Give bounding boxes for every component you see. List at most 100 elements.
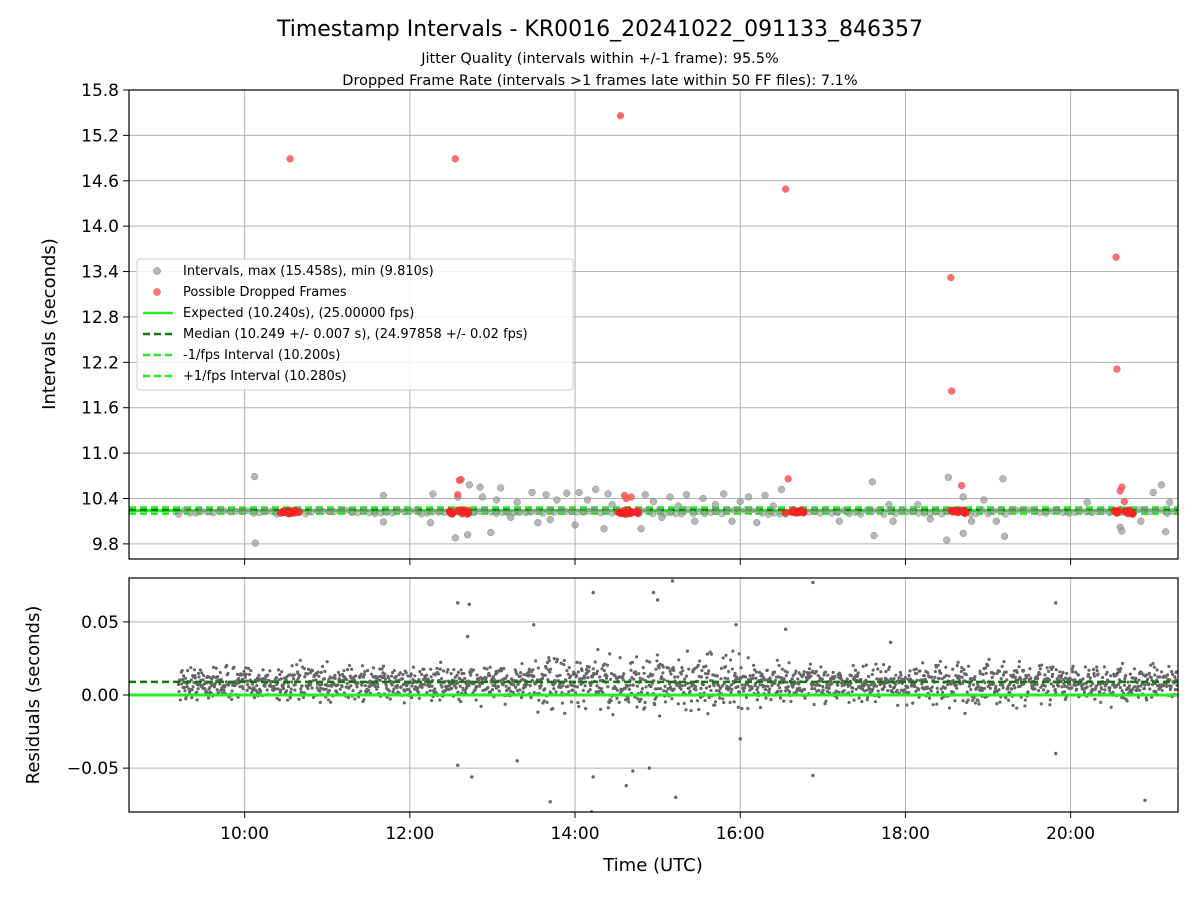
- residual-point: [1036, 689, 1041, 693]
- interval-point: [840, 506, 847, 514]
- residual-point: [347, 686, 351, 690]
- residual-point: [299, 690, 303, 694]
- dropped-frame-point: [784, 475, 792, 483]
- residual-point: [323, 669, 327, 673]
- residual-point: [956, 660, 960, 664]
- residual-point: [1060, 685, 1064, 689]
- interval-point: [744, 493, 753, 501]
- residual-point: [770, 684, 774, 688]
- residual-point: [973, 701, 977, 705]
- residual-point: [504, 676, 508, 680]
- residual-point: [247, 672, 252, 677]
- residual-point: [519, 670, 523, 675]
- residual-point: [1130, 691, 1134, 695]
- residual-point: [402, 701, 406, 705]
- residual-point: [1017, 665, 1021, 669]
- interval-point: [412, 506, 420, 514]
- residual-point: [1038, 667, 1042, 671]
- residual-point: [362, 697, 366, 702]
- residual-point: [186, 669, 190, 673]
- residual-point: [351, 689, 355, 693]
- residual-point: [930, 685, 934, 689]
- residual-point: [997, 669, 1002, 673]
- residual-point: [176, 682, 181, 687]
- interval-point: [643, 506, 651, 514]
- x-tick-label: 10:00: [220, 824, 269, 844]
- residual-point: [897, 676, 901, 680]
- residual-point: [546, 678, 550, 682]
- residual-point: [532, 690, 536, 695]
- residual-point: [560, 691, 564, 695]
- residual-point: [752, 663, 756, 667]
- residual-point: [833, 674, 837, 679]
- interval-point: [545, 506, 552, 514]
- residual-point: [1028, 667, 1032, 671]
- residual-point: [931, 703, 935, 707]
- residual-point: [864, 663, 868, 667]
- interval-point: [666, 493, 674, 501]
- residual-point: [636, 697, 640, 701]
- interval-point: [507, 513, 515, 521]
- residual-point: [726, 677, 730, 681]
- residual-point: [705, 676, 709, 680]
- residual-point: [820, 677, 824, 681]
- residual-point: [666, 687, 670, 691]
- residual-point: [1008, 690, 1012, 695]
- residual-point: [1149, 663, 1153, 667]
- residual-point: [278, 672, 282, 677]
- residual-point: [232, 665, 236, 669]
- residual-point: [609, 699, 613, 703]
- residual-point: [860, 699, 864, 704]
- residual-point: [914, 689, 918, 693]
- residual-point: [433, 687, 437, 691]
- residual-point: [796, 677, 800, 681]
- residual-point: [560, 701, 565, 705]
- residual-point: [951, 678, 955, 683]
- residual-point: [870, 672, 874, 677]
- interval-point: [429, 508, 437, 516]
- residual-point: [525, 683, 529, 687]
- residual-point: [361, 675, 366, 679]
- interval-point: [880, 510, 888, 518]
- residual-point: [763, 684, 767, 688]
- residual-point: [773, 678, 778, 683]
- residual-point: [418, 669, 422, 674]
- residual-point: [662, 689, 666, 693]
- residual-point: [976, 698, 980, 703]
- residual-point: [624, 783, 628, 788]
- residual-point: [183, 676, 187, 680]
- residual-point: [532, 623, 536, 627]
- residual-point: [893, 682, 898, 687]
- residual-point: [263, 677, 267, 681]
- residual-point: [973, 675, 977, 679]
- residual-point: [992, 672, 996, 676]
- residual-point: [717, 684, 721, 688]
- residual-point: [733, 671, 737, 676]
- residual-point: [588, 688, 592, 692]
- interval-point: [1162, 528, 1170, 536]
- residual-point: [528, 684, 532, 688]
- residual-point: [465, 634, 470, 639]
- residual-point: [1145, 677, 1150, 681]
- residual-point: [686, 681, 690, 685]
- residual-point: [246, 683, 250, 687]
- residual-point: [547, 656, 551, 660]
- interval-point: [608, 509, 616, 517]
- dropped-frame-point: [454, 491, 462, 499]
- intervals-points: [175, 112, 1177, 547]
- residual-point: [589, 682, 593, 686]
- residual-point: [959, 669, 963, 674]
- residual-point: [757, 670, 762, 675]
- residual-point: [180, 668, 184, 673]
- residual-point: [670, 579, 675, 583]
- residual-point: [622, 672, 626, 676]
- residual-point: [936, 690, 940, 694]
- residual-point: [1061, 678, 1066, 682]
- residual-point: [719, 666, 724, 671]
- residual-point: [596, 689, 600, 694]
- residual-point: [545, 700, 549, 704]
- interval-point: [637, 525, 645, 533]
- residual-point: [1013, 686, 1017, 690]
- residual-point: [455, 673, 459, 677]
- residual-point: [324, 687, 328, 691]
